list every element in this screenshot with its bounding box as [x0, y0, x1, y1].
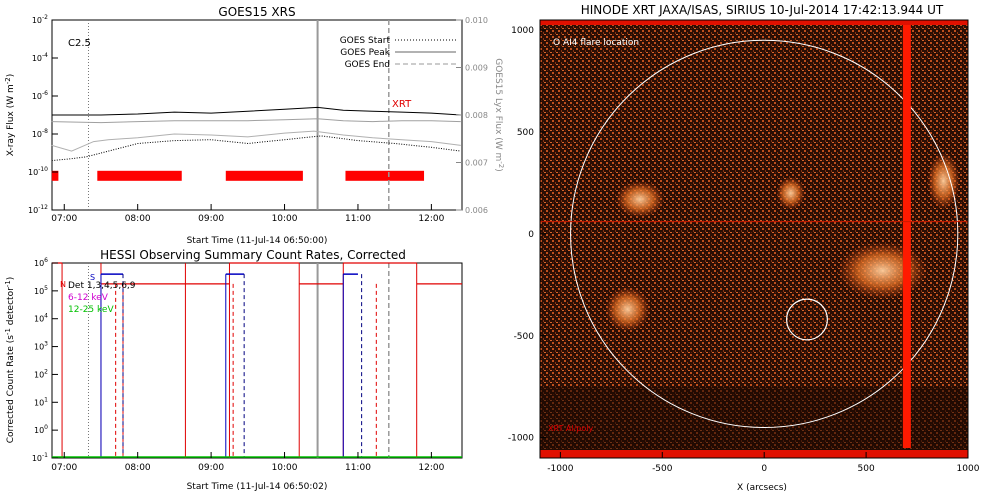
goes-coverage-bar [345, 170, 425, 181]
hessi-xtick-label: 09:00 [198, 463, 224, 473]
xrt-xlabel: X (arcsecs) [737, 483, 787, 493]
xrt-bottom-edge [540, 450, 968, 458]
goes-panel: GOES15 XRS 10-12 10-10 10-8 10-6 10-4 10-2 0.0… [4, 5, 505, 246]
goes-y2tick-label: 0.007 [465, 159, 488, 168]
goes-legend-end: GOES End [345, 60, 390, 70]
xrt-xtick-label: -500 [652, 464, 673, 474]
goes-xrt-label: XRT [392, 99, 412, 110]
xrt-plot-frame [539, 19, 969, 459]
xrt-xtick-label: 500 [858, 464, 875, 474]
goes-ytick-label: 10-6 [32, 90, 48, 101]
hessi-legend-1225: 12-25 keV [68, 305, 114, 315]
hessi-ytick-label: 10-1 [32, 452, 48, 463]
xrt-ytick-label: -500 [514, 332, 535, 342]
hessi-xlabel: Start Time (11-Jul-14 06:50:02) [187, 482, 328, 492]
hessi-title: HESSI Observing Summary Count Rates, Cor… [100, 248, 406, 262]
goes-xtick-label: 11:00 [345, 214, 371, 224]
goes-xlabel: Start Time (11-Jul-14 06:50:00) [187, 236, 328, 246]
hessi-xtick-label: 12:00 [418, 463, 444, 473]
xrt-red-column [902, 20, 911, 448]
hessi-xtick-label: 10:00 [272, 463, 298, 473]
hessi-xtick-label: 08:00 [125, 463, 151, 473]
hessi-flag-s: S [90, 273, 95, 282]
goes-series-long [51, 106, 461, 116]
xrt-title: HINODE XRT JAXA/ISAS, SIRIUS 10-Jul-2014… [581, 3, 944, 17]
hessi-ylabel: Corrected Count Rate (s-1 detector-1) [4, 277, 16, 444]
xrt-ytick-label: 1000 [511, 26, 534, 36]
goes-coverage-bar [51, 170, 59, 181]
hessi-panel: HESSI Observing Summary Count Rates, Cor… [4, 248, 463, 492]
goes-ylabel: X-ray Flux (W m-2) [4, 74, 16, 156]
hessi-legend: N S Det 1,3,4,5,6,9 6-12 keV 12-25 keV [60, 273, 136, 315]
hessi-ytick-label: 102 [34, 368, 48, 379]
xrt-image-layer: -1000 -500 0 500 1000 -1000 -500 0 500 1000 [508, 20, 980, 474]
goes-coverage-bar [97, 170, 182, 181]
goes-legend-start: GOES Start [340, 36, 391, 46]
goes-data-layer: 10-12 10-10 10-8 10-6 10-4 10-2 0.006 0.007 0.00… [28, 14, 488, 224]
hessi-xtick-label: 11:00 [345, 463, 371, 473]
xrt-xtick-label: 0 [761, 464, 767, 474]
xrt-bright-region [605, 286, 651, 332]
goes-title: GOES15 XRS [218, 5, 295, 19]
goes-series-short_lyman [51, 130, 461, 152]
xrt-flare-circle [786, 298, 828, 341]
hessi-ytick-label: 106 [34, 257, 48, 268]
xrt-panel: HINODE XRT JAXA/ISAS, SIRIUS 10-Jul-2014… [508, 3, 980, 493]
xrt-xtick-label: 1000 [957, 464, 980, 474]
goes-y2tick-label: 0.009 [465, 64, 488, 73]
hessi-legend-612: 6-12 keV [68, 293, 109, 303]
hessi-ytick-label: 103 [34, 341, 48, 352]
goes-y2tick-label: 0.008 [465, 111, 488, 120]
goes-xtick-label: 12:00 [418, 214, 444, 224]
hessi-ytick-label: 100 [34, 424, 48, 435]
goes-ytick-label: 10-4 [32, 52, 48, 63]
xrt-ytick-label: 500 [517, 128, 534, 138]
xrt-annotation: O AI4 flare location [553, 38, 639, 48]
hessi-xtick-label: 07:00 [51, 463, 77, 473]
xrt-xtick-label: -1000 [547, 464, 573, 474]
goes-xtick-label: 08:00 [125, 214, 151, 224]
goes-ytick-label: 10-2 [32, 14, 48, 25]
goes-xtick-label: 07:00 [51, 214, 77, 224]
goes-y2label: GOES15 Lyx Flux (W m-2) [493, 58, 505, 172]
hessi-flag-n: N [60, 280, 66, 289]
hessi-legend-det: Det 1,3,4,5,6,9 [68, 281, 136, 291]
hessi-ytick-label: 105 [34, 285, 48, 296]
goes-ytick-label: 10-8 [32, 128, 48, 139]
xrt-ytick-label: -1000 [508, 434, 534, 444]
goes-xtick-label: 10:00 [272, 214, 298, 224]
goes-ytick-label: 10-12 [28, 204, 48, 215]
xrt-bright-region [615, 180, 665, 218]
goes-y2tick-label: 0.010 [465, 16, 488, 25]
xrt-bright-region [927, 152, 960, 210]
hessi-plot-frame [51, 262, 463, 459]
xrt-top-edge [540, 20, 968, 25]
hessi-data-layer: 10-1 100 101 102 103 104 105 106 07:00 08:00 09:00… [32, 257, 462, 473]
goes-xtick-label: 09:00 [198, 214, 224, 224]
xrt-solar-limb [570, 39, 959, 429]
goes-legend: GOES Start GOES Peak GOES End [340, 36, 456, 70]
goes-ytick-label: 10-10 [28, 166, 48, 177]
goes-flare-class: C2.5 [68, 38, 91, 49]
hessi-ytick-label: 104 [34, 313, 48, 324]
hessi-ytick-label: 101 [34, 396, 48, 407]
xrt-ytick-label: 0 [528, 230, 534, 240]
goes-series-lyman [51, 118, 461, 124]
goes-coverage-bar [225, 170, 303, 181]
goes-legend-peak: GOES Peak [340, 48, 390, 58]
xrt-bright-region [837, 242, 928, 300]
xrt-bottom-label: XRT Al/poly [548, 424, 593, 433]
xrt-dark-band [540, 386, 968, 458]
xrt-bright-region [776, 176, 805, 210]
goes-y2tick-label: 0.006 [465, 206, 488, 215]
